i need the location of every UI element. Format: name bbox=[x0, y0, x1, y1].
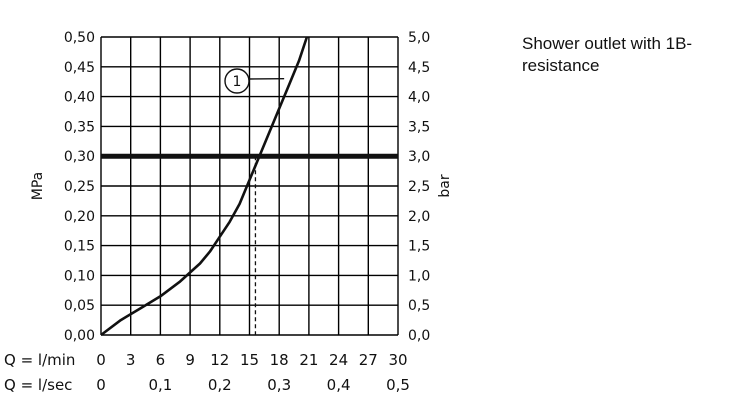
y-tick-label-mpa: 0,00 bbox=[64, 328, 95, 344]
y-tick-label-mpa: 0,20 bbox=[64, 209, 95, 225]
y-tick-label-mpa: 0,40 bbox=[64, 90, 95, 106]
x-tick-label-lmin: 21 bbox=[299, 351, 318, 369]
x-tick-label-lsec: 0 bbox=[96, 376, 106, 394]
y-tick-label-bar: 3,0 bbox=[408, 149, 430, 165]
y-tick-label-mpa: 0,10 bbox=[64, 268, 95, 284]
chart-description: Shower outlet with 1B-resistance bbox=[522, 34, 693, 75]
y-tick-label-bar: 4,0 bbox=[408, 90, 430, 106]
y-axis-right-label: bar bbox=[437, 174, 453, 197]
y-tick-label-mpa: 0,25 bbox=[64, 179, 95, 195]
y-tick-label-bar: 3,5 bbox=[408, 119, 430, 135]
y-tick-label-bar: 5,0 bbox=[408, 30, 430, 46]
y-tick-label-bar: 0,0 bbox=[408, 328, 430, 344]
y-tick-label-mpa: 0,15 bbox=[64, 239, 95, 255]
y-axis-left-label: MPa bbox=[30, 172, 46, 200]
x-axis-lsec-ticks: 0 0,1 0,2 0,3 0,4 0,5 bbox=[96, 376, 410, 394]
x-tick-label-lmin: 15 bbox=[240, 351, 259, 369]
x-axis-lmin-row-label: Q = l/min bbox=[4, 351, 75, 369]
y-tick-label-bar: 0,5 bbox=[408, 298, 430, 314]
x-tick-label-lmin: 30 bbox=[388, 351, 407, 369]
x-tick-label-lmin: 0 bbox=[96, 351, 106, 369]
y-tick-label-bar: 4,5 bbox=[408, 60, 430, 76]
y-tick-label-mpa: 0,45 bbox=[64, 60, 95, 76]
x-tick-label-lmin: 9 bbox=[185, 351, 195, 369]
x-tick-label-lmin: 6 bbox=[156, 351, 166, 369]
x-tick-label-lsec: 0,5 bbox=[386, 376, 410, 394]
x-tick-label-lsec: 0,1 bbox=[148, 376, 172, 394]
x-axis-lsec-row-label: Q = l/sec bbox=[4, 376, 72, 394]
y-axis-left-ticks: 0,00 0,05 0,10 0,15 0,20 0,25 0,30 0,35 0,40 0,45… bbox=[64, 30, 95, 344]
y-tick-label-bar: 1,5 bbox=[408, 239, 430, 255]
x-tick-label-lsec: 0,4 bbox=[327, 376, 351, 394]
y-tick-label-mpa: 0,30 bbox=[64, 149, 95, 165]
series-line bbox=[100, 36, 309, 337]
pressure-flow-chart: 0,000,050,100,150,200,250,300,350,400,45… bbox=[4, 30, 453, 394]
y-tick-label-mpa: 0,05 bbox=[64, 298, 95, 314]
x-tick-label-lmin: 27 bbox=[359, 351, 378, 369]
y-axis-right-ticks: 0,0 0,5 1,0 1,5 2,0 2,5 3,0 3,5 4,0 4,5 5,0 bbox=[408, 30, 430, 344]
x-tick-label-lmin: 18 bbox=[270, 351, 289, 369]
x-tick-label-lmin: 12 bbox=[210, 351, 229, 369]
x-tick-label-lmin: 3 bbox=[126, 351, 136, 369]
y-tick-label-bar: 2,5 bbox=[408, 179, 430, 195]
x-tick-label-lsec: 0,3 bbox=[267, 376, 291, 394]
y-tick-label-mpa: 0,50 bbox=[64, 30, 95, 46]
series-callout-circle bbox=[224, 68, 250, 94]
y-tick-label-bar: 1,0 bbox=[408, 268, 430, 284]
x-axis-lmin-ticks: 0 3 6 9 12 15 18 21 24 27 30 bbox=[96, 351, 407, 369]
y-tick-label-bar: 2,0 bbox=[408, 209, 430, 225]
x-tick-label-lsec: 0,2 bbox=[208, 376, 232, 394]
x-tick-label-lmin: 24 bbox=[329, 351, 348, 369]
series-layer: 1 bbox=[100, 36, 398, 337]
series-callout-label: 1 bbox=[233, 74, 242, 90]
y-tick-label-mpa: 0,35 bbox=[64, 119, 95, 135]
